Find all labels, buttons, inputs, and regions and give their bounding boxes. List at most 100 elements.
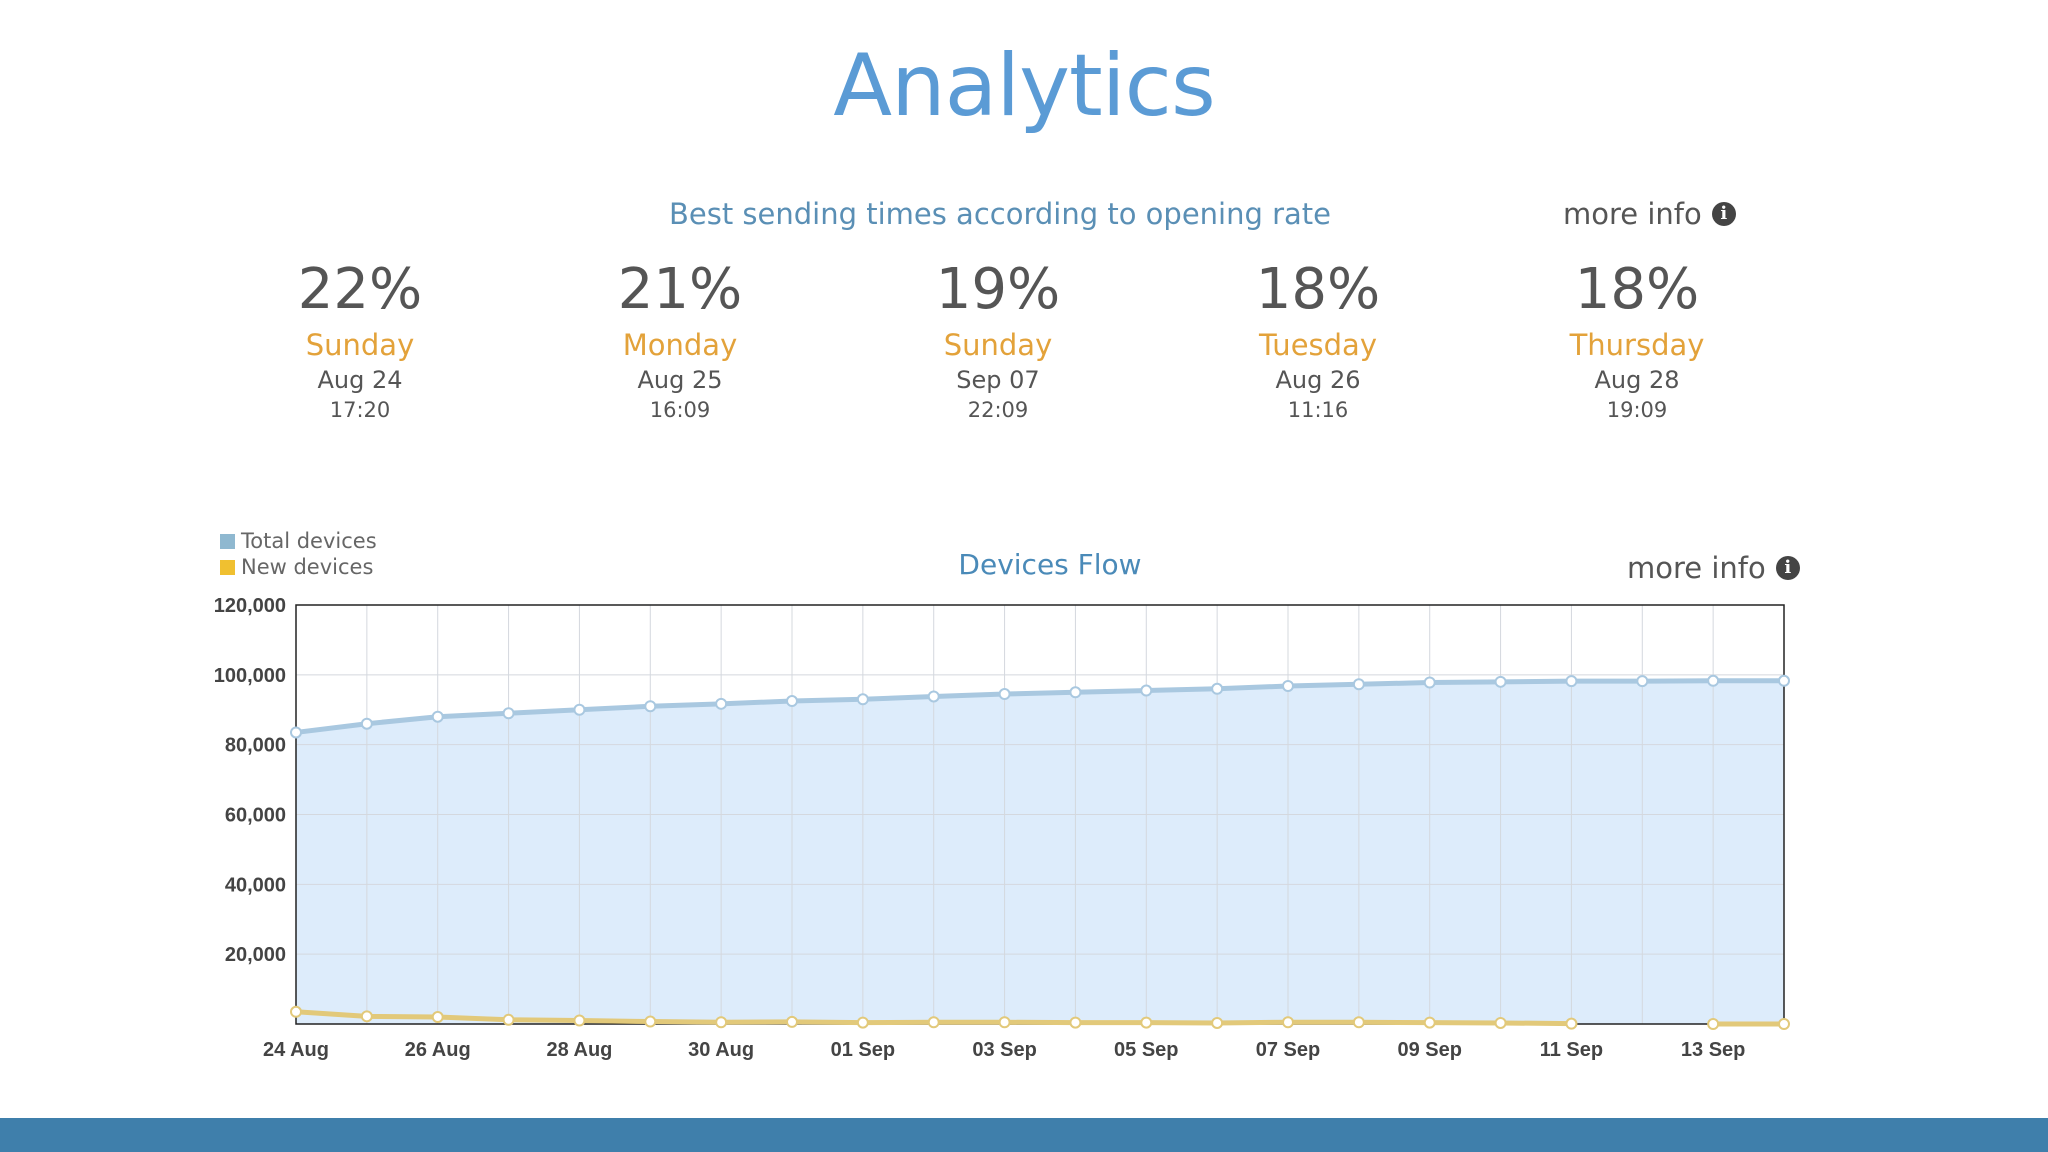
x-tick-label: 09 Sep: [1397, 1039, 1461, 1061]
send-date: Aug 25: [637, 366, 723, 394]
x-tick-label: 11 Sep: [1540, 1039, 1603, 1061]
total-devices-point: [786, 695, 798, 708]
info-icon: i: [1711, 202, 1736, 226]
more-info-label: more info: [1627, 551, 1766, 585]
new-devices-point: [573, 1014, 586, 1027]
new-devices-point: [1069, 1016, 1082, 1029]
y-tick-label: 40,000: [225, 874, 286, 896]
best-time-item: 18% Thursday Aug 28 19:09: [1517, 255, 1757, 424]
x-tick-label: 24 Aug: [263, 1039, 329, 1061]
weekday: Sunday: [943, 328, 1053, 362]
total-devices-point: [502, 707, 515, 720]
new-devices-point: [1423, 1016, 1436, 1029]
chart-title: Devices Flow: [958, 548, 1142, 581]
y-tick-label: 120,000: [214, 595, 286, 617]
footer-bar: [0, 1118, 2048, 1152]
devices-flow-chart: 20,000 40,000 60,000 80,000 100,000 120,000 24…: [214, 595, 1790, 1061]
x-tick-label: 13 Sep: [1681, 1039, 1745, 1061]
new-devices-point: [998, 1016, 1011, 1029]
new-devices-point: [1352, 1016, 1365, 1029]
best-time-item: 21% Monday Aug 25 16:09: [560, 255, 800, 424]
new-devices-point: [1565, 1017, 1578, 1030]
new-devices-point: [856, 1016, 869, 1029]
total-devices-point: [998, 688, 1011, 701]
total-devices-point: [431, 710, 444, 723]
y-tick-label: 20,000: [225, 944, 286, 966]
new-devices-point: [786, 1015, 798, 1028]
x-tick-label: 07 Sep: [1256, 1039, 1320, 1061]
legend-label: Total devices: [241, 529, 377, 553]
x-tick-label: 01 Sep: [831, 1039, 895, 1061]
best-time-item: 19% Sunday Sep 07 22:09: [878, 255, 1118, 424]
total-devices-point: [927, 690, 940, 703]
info-icon: i: [1775, 556, 1800, 580]
best-time-item: 22% Sunday Aug 24 17:20: [240, 255, 480, 424]
best-sending-times-list: 22% Sunday Aug 24 17:20 21% Monday Aug 2…: [0, 255, 2048, 435]
weekday: Monday: [622, 328, 738, 362]
send-time: 19:09: [1606, 398, 1668, 422]
open-rate-percent: 21%: [617, 257, 743, 322]
total-devices-point: [1707, 674, 1720, 687]
x-tick-label: 28 Aug: [546, 1039, 612, 1061]
y-tick-label: 100,000: [214, 665, 286, 687]
total-devices-point: [1565, 675, 1578, 688]
new-devices-point: [502, 1013, 515, 1026]
open-rate-percent: 18%: [1574, 257, 1700, 322]
send-date: Aug 28: [1594, 366, 1680, 394]
weekday: Thursday: [1569, 328, 1705, 362]
legend-swatch: [220, 559, 235, 575]
total-devices-point: [360, 717, 373, 730]
send-time: 11:16: [1287, 398, 1349, 422]
total-devices-area: [296, 680, 1784, 1024]
send-date: Aug 26: [1275, 366, 1361, 394]
best-sending-times-heading: Best sending times according to opening …: [668, 197, 1332, 231]
new-devices-point: [431, 1011, 444, 1024]
legend-label: New devices: [241, 555, 374, 579]
send-time: 16:09: [649, 398, 711, 422]
total-devices-point: [290, 726, 302, 739]
total-devices-point: [1140, 684, 1153, 697]
open-rate-percent: 22%: [297, 257, 423, 322]
x-tick-label: 30 Aug: [688, 1039, 754, 1061]
total-devices-point: [1211, 682, 1224, 695]
send-time: 17:20: [329, 398, 391, 422]
page-title: Analytics: [833, 36, 1216, 136]
new-devices-point: [715, 1016, 728, 1029]
legend-item-total-devices[interactable]: Total devices: [220, 528, 377, 554]
new-devices-point: [644, 1015, 657, 1028]
total-devices-point: [1069, 686, 1082, 699]
legend-item-new-devices[interactable]: New devices: [220, 554, 377, 580]
new-devices-point: [360, 1010, 373, 1023]
y-tick-label: 80,000: [225, 735, 286, 757]
new-devices-point: [1707, 1018, 1720, 1030]
new-devices-point: [927, 1016, 940, 1029]
total-devices-point: [1423, 676, 1436, 689]
new-devices-point: [1282, 1016, 1294, 1029]
best-time-item: 18% Tuesday Aug 26 11:16: [1198, 255, 1438, 424]
send-date: Sep 07: [956, 366, 1040, 394]
new-devices-point: [1778, 1018, 1790, 1030]
weekday: Sunday: [305, 328, 415, 362]
send-time: 22:09: [967, 398, 1029, 422]
open-rate-percent: 18%: [1255, 257, 1381, 322]
total-devices-point: [856, 693, 869, 706]
total-devices-point: [644, 700, 657, 713]
x-tick-label: 26 Aug: [405, 1039, 471, 1061]
weekday: Tuesday: [1259, 328, 1377, 362]
total-devices-point: [1282, 680, 1294, 693]
new-devices-point: [1140, 1016, 1153, 1029]
y-tick-label: 60,000: [225, 805, 286, 827]
new-devices-point: [1494, 1016, 1507, 1029]
x-tick-label: 05 Sep: [1114, 1039, 1178, 1061]
total-devices-point: [1494, 675, 1507, 688]
more-info-label: more info: [1563, 197, 1702, 231]
best-sending-more-info-link[interactable]: more info i: [1563, 197, 1736, 231]
total-devices-point: [1352, 678, 1365, 691]
send-date: Aug 24: [317, 366, 403, 394]
devices-flow-more-info-link[interactable]: more info i: [1627, 551, 1800, 585]
total-devices-point: [715, 697, 728, 710]
new-devices-point: [1211, 1016, 1224, 1029]
total-devices-point: [1636, 675, 1649, 688]
x-tick-label: 03 Sep: [972, 1039, 1036, 1061]
legend-swatch: [220, 533, 235, 549]
